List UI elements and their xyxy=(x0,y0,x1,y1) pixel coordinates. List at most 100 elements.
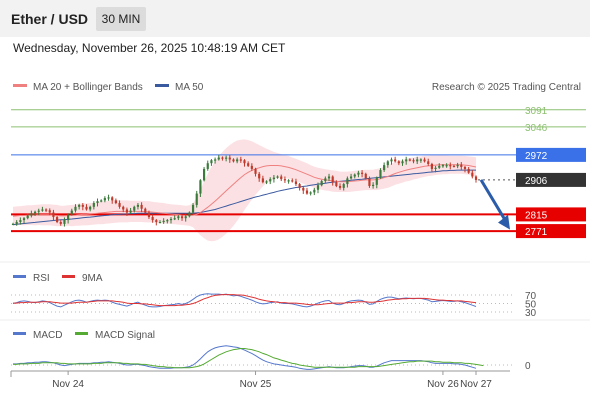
candle xyxy=(430,162,433,172)
candle-body xyxy=(449,165,452,167)
candle-body xyxy=(92,203,95,207)
candle-body xyxy=(100,200,103,202)
candle xyxy=(33,210,37,216)
candle-body xyxy=(147,212,151,218)
candle-body xyxy=(217,157,220,160)
candle-body xyxy=(239,159,242,161)
macd-signal-line xyxy=(13,348,484,369)
candle-body xyxy=(63,220,66,224)
candle-body xyxy=(236,159,239,162)
header-bar: Ether / USD 30 MIN xyxy=(0,0,590,37)
candle-body xyxy=(225,157,228,159)
candle-body xyxy=(416,159,419,162)
candle xyxy=(390,157,393,165)
candle-body xyxy=(261,178,264,183)
candle xyxy=(59,220,62,226)
candle xyxy=(243,159,246,167)
candle xyxy=(331,175,334,186)
candle xyxy=(26,213,29,220)
candle xyxy=(357,170,360,178)
candle xyxy=(287,179,290,184)
candle-body xyxy=(254,168,257,174)
candle-body xyxy=(188,212,191,217)
candle-body xyxy=(191,204,195,213)
candle xyxy=(397,160,400,166)
candle xyxy=(368,176,371,188)
candle xyxy=(474,175,478,183)
resistance-level-label: 2972 xyxy=(525,151,548,162)
candle-body xyxy=(375,177,378,185)
candle xyxy=(144,207,147,214)
candle-body xyxy=(155,220,158,222)
rsi-ma-line xyxy=(13,294,477,307)
candle-body xyxy=(15,221,18,224)
candle xyxy=(96,198,99,207)
candle-body xyxy=(111,197,114,201)
candle-body xyxy=(247,163,250,166)
candle-body xyxy=(140,204,143,209)
candle xyxy=(412,158,415,164)
candle xyxy=(67,213,70,224)
candle xyxy=(291,178,294,183)
macd-legend-label: MACD xyxy=(33,330,62,341)
candle xyxy=(151,214,154,223)
candle xyxy=(364,172,367,180)
macd-tick-label: 0 xyxy=(525,361,531,372)
candle xyxy=(360,170,364,178)
candle-body xyxy=(471,172,474,177)
candle xyxy=(111,196,114,204)
candle xyxy=(129,207,132,214)
candle-body xyxy=(338,185,342,188)
candle xyxy=(81,203,84,211)
current-level-tag xyxy=(516,172,586,187)
interval-button[interactable]: 30 MIN xyxy=(96,7,146,31)
macd-panel: 0 xyxy=(11,345,531,372)
candle-body xyxy=(202,168,206,181)
candle xyxy=(250,163,253,171)
candle-body xyxy=(280,176,283,180)
candle xyxy=(221,156,224,161)
candle-body xyxy=(78,204,81,207)
candle xyxy=(118,200,121,209)
candle-body xyxy=(445,165,448,167)
candle xyxy=(56,215,59,224)
ma50-legend-label: MA 50 xyxy=(175,82,204,93)
candle xyxy=(276,175,279,179)
candle-body xyxy=(214,159,217,161)
candle xyxy=(191,203,195,215)
candle xyxy=(342,182,345,191)
candle xyxy=(456,162,459,169)
candle-body xyxy=(210,160,213,164)
candle xyxy=(147,210,151,219)
candle-body xyxy=(368,178,371,186)
candle xyxy=(41,206,44,212)
candle-body xyxy=(166,220,169,222)
ma50-legend-swatch xyxy=(155,84,169,87)
candle xyxy=(254,167,257,177)
candle xyxy=(199,179,202,197)
candle-body xyxy=(324,178,327,182)
macd-signal-legend-swatch xyxy=(75,332,88,335)
candle xyxy=(471,170,474,179)
rsi-tick-label: 50 xyxy=(525,300,537,311)
candle xyxy=(202,167,206,182)
candle-body xyxy=(460,164,463,168)
candle xyxy=(427,158,430,166)
candle xyxy=(85,204,88,211)
candle-body xyxy=(383,165,386,171)
candle-body xyxy=(269,179,272,182)
candle xyxy=(408,158,411,162)
resistance-level-tag xyxy=(516,147,586,162)
candle-body xyxy=(52,212,55,218)
candle xyxy=(232,158,235,163)
credit-text: Research © 2025 Trading Central xyxy=(432,82,581,93)
candle xyxy=(210,159,213,166)
target-level-label: 3046 xyxy=(525,123,548,134)
candle-body xyxy=(199,180,202,194)
candle xyxy=(467,167,470,174)
candle-body xyxy=(313,189,316,193)
candle xyxy=(107,194,110,201)
candle-body xyxy=(206,163,209,169)
macd-line xyxy=(13,345,477,370)
candle xyxy=(265,180,268,185)
